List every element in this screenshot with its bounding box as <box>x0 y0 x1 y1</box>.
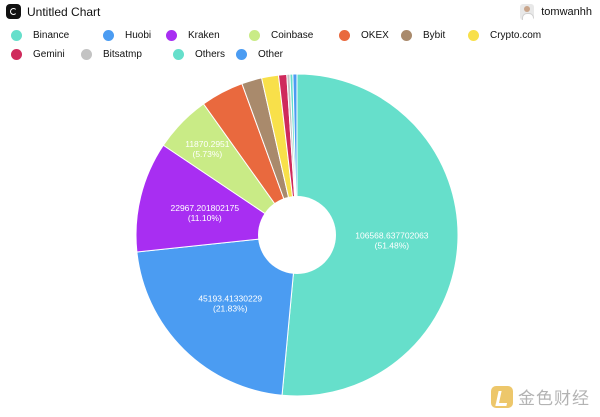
legend-item[interactable]: Bitsatmp <box>81 48 173 61</box>
legend-label: Coinbase <box>271 30 314 41</box>
legend-swatch <box>81 49 92 60</box>
legend-item[interactable]: Other <box>236 48 319 61</box>
user-menu[interactable]: tomwanhh <box>520 3 592 21</box>
legend-swatch <box>249 30 260 41</box>
legend-item[interactable]: Binance <box>11 29 103 42</box>
legend-swatch <box>468 30 479 41</box>
legend-item[interactable]: OKEX <box>339 29 401 42</box>
legend-label: OKEX <box>361 30 389 41</box>
watermark-logo-icon <box>491 385 513 408</box>
data-label-percent: (21.83%) <box>213 304 248 314</box>
username[interactable]: tomwanhh <box>541 6 592 18</box>
legend-swatch <box>173 49 184 60</box>
pie-slice[interactable] <box>136 234 298 396</box>
legend-label: Bitsatmp <box>103 49 142 60</box>
legend-item[interactable]: Crypto.com <box>468 29 552 42</box>
legend-label: Others <box>195 49 226 60</box>
data-label-value: 45193.41330229 <box>198 294 262 304</box>
data-label-percent: (5.73%) <box>193 149 223 159</box>
app-logo-icon[interactable] <box>6 4 21 19</box>
data-label-value: 11870.2951 <box>185 139 230 149</box>
legend-label: Crypto.com <box>490 30 542 41</box>
top-bar: Untitled Chart tomwanhh <box>0 0 600 24</box>
avatar[interactable] <box>520 4 535 20</box>
legend-swatch <box>339 30 350 41</box>
legend-swatch <box>236 49 247 60</box>
legend-item[interactable]: Huobi <box>103 29 166 42</box>
watermark: 金色财经 <box>491 384 590 409</box>
legend-label: Gemini <box>33 49 65 60</box>
legend-label: Huobi <box>125 30 152 41</box>
legend-item[interactable]: Gemini <box>11 48 81 61</box>
legend-item[interactable]: Kraken <box>166 29 249 42</box>
donut-hole <box>258 196 336 274</box>
legend-item[interactable]: Coinbase <box>249 29 339 42</box>
pie-slice[interactable] <box>135 144 299 253</box>
chart-title[interactable]: Untitled Chart <box>27 5 101 19</box>
legend-label: Binance <box>33 30 70 41</box>
legend-label: Bybit <box>423 30 446 41</box>
legend-label: Other <box>258 49 284 60</box>
legend-swatch <box>166 30 177 41</box>
legend-swatch <box>11 30 22 41</box>
data-label-value: 22967.201802175 <box>171 203 240 213</box>
watermark-text: 金色财经 <box>518 389 590 409</box>
legend-swatch <box>401 30 412 41</box>
legend-item[interactable]: Bybit <box>401 29 468 42</box>
legend-item[interactable]: Others <box>173 48 236 61</box>
chart-legend: Binance Huobi Kraken Coinbase OKEX Bybit Crypt… <box>11 29 596 61</box>
legend-label: Kraken <box>188 30 220 41</box>
legend-swatch <box>11 49 22 60</box>
data-label-value: 106568.637702063 <box>355 230 429 240</box>
pie-slice[interactable] <box>292 73 298 236</box>
legend-swatch <box>103 30 114 41</box>
data-label-percent: (51.48%) <box>375 240 410 250</box>
data-label-percent: (11.10%) <box>188 213 222 223</box>
pie-slice[interactable] <box>281 73 459 397</box>
